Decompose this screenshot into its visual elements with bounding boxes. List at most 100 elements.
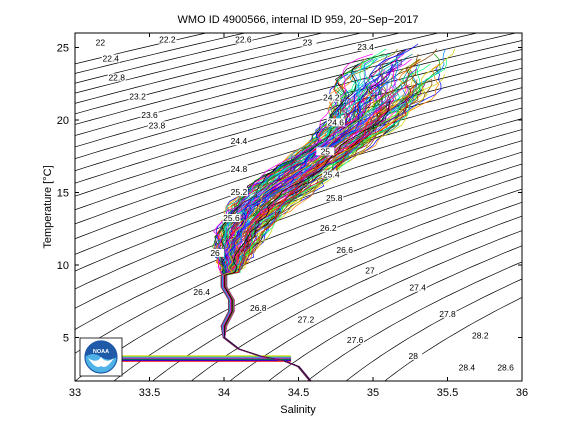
density-label: 25 bbox=[321, 146, 331, 156]
y-tick-label: 25 bbox=[57, 43, 69, 55]
density-contour bbox=[75, 33, 402, 115]
density-label: 27.8 bbox=[439, 309, 456, 319]
density-contour bbox=[75, 163, 522, 354]
density-label: 26.8 bbox=[250, 303, 267, 313]
density-label-bg bbox=[229, 187, 248, 196]
x-tick-label: 35.5 bbox=[437, 387, 458, 399]
density-label-bg bbox=[249, 303, 268, 312]
density-label-bg bbox=[408, 283, 427, 292]
density-label: 27.6 bbox=[347, 335, 364, 345]
density-contour bbox=[75, 58, 522, 184]
density-label: 26.2 bbox=[320, 223, 337, 233]
density-label: 23 bbox=[303, 38, 313, 48]
density-contour bbox=[190, 215, 522, 381]
density-contour bbox=[75, 33, 324, 94]
density-label-bg bbox=[140, 111, 159, 120]
y-tick-label: 15 bbox=[57, 188, 69, 200]
density-label-bg bbox=[101, 54, 120, 63]
density-label-bg bbox=[438, 309, 457, 318]
density-label: 26.6 bbox=[336, 245, 353, 255]
density-label-bg bbox=[192, 288, 211, 296]
density-label-bg bbox=[222, 214, 241, 223]
density-contour bbox=[113, 188, 522, 381]
density-label: 26.4 bbox=[193, 287, 210, 297]
density-label-bg bbox=[316, 147, 335, 156]
density-label-bg bbox=[457, 363, 476, 372]
density-label: 24.6 bbox=[327, 117, 344, 127]
density-label-bg bbox=[356, 42, 375, 51]
x-tick-label: 33.5 bbox=[139, 387, 160, 399]
density-contour bbox=[75, 140, 522, 309]
x-tick-label: 34 bbox=[218, 387, 230, 399]
density-label: 22.6 bbox=[235, 35, 252, 45]
density-label: 27 bbox=[365, 265, 375, 275]
density-contour bbox=[306, 261, 522, 381]
logo-text: NOAA bbox=[93, 349, 109, 355]
density-label-bg bbox=[361, 266, 380, 275]
profile-line bbox=[223, 84, 417, 381]
x-tick-label: 33 bbox=[69, 387, 81, 399]
density-labels: 22 22.2 22.4 22.6 22.8 23 23.2 23.4 23.623.8 24.2… bbox=[91, 35, 515, 372]
y-tick-label: 20 bbox=[57, 115, 69, 127]
density-label: 23.2 bbox=[129, 91, 146, 101]
density-label: 24.4 bbox=[231, 136, 248, 146]
density-label: 25.2 bbox=[231, 187, 248, 197]
density-label-bg bbox=[335, 245, 354, 254]
profile-line bbox=[224, 79, 432, 381]
y-tick-label: 5 bbox=[63, 333, 69, 345]
density-label-bg bbox=[147, 121, 166, 130]
density-label: 22.4 bbox=[102, 54, 119, 64]
density-label: 25.4 bbox=[323, 170, 340, 180]
density-label-bg bbox=[496, 363, 515, 372]
density-label-bg bbox=[128, 92, 147, 101]
density-contour bbox=[75, 67, 522, 197]
density-contour bbox=[152, 201, 522, 381]
logo-gull bbox=[88, 357, 114, 367]
density-label-bg bbox=[206, 248, 225, 257]
profile-line bbox=[224, 84, 410, 381]
density-label-bg bbox=[158, 35, 177, 44]
density-label-bg bbox=[107, 73, 126, 82]
x-axis: 33 33.5 34 34.5 35 35.5 36 bbox=[69, 33, 528, 399]
density-label: 23.6 bbox=[141, 110, 158, 120]
x-tick-label: 36 bbox=[516, 387, 528, 399]
density-contour bbox=[229, 230, 522, 381]
density-contour bbox=[75, 107, 522, 255]
density-label: 28.2 bbox=[472, 331, 489, 341]
y-axis: 5 10 15 20 25 bbox=[57, 43, 522, 345]
density-label: 23.4 bbox=[357, 42, 374, 52]
density-label-bg bbox=[298, 38, 317, 47]
density-label: 22.8 bbox=[108, 72, 125, 82]
density-label: 28.4 bbox=[459, 362, 476, 372]
density-label-bg bbox=[234, 35, 253, 44]
density-label: 22.2 bbox=[159, 35, 176, 45]
density-contour bbox=[75, 97, 522, 240]
density-contour bbox=[345, 278, 522, 381]
density-label-bg bbox=[296, 315, 315, 324]
density-label: 24.8 bbox=[231, 164, 248, 174]
density-contour bbox=[75, 87, 522, 225]
density-label-bg bbox=[229, 164, 248, 173]
density-contour bbox=[75, 33, 518, 148]
density-label-bg bbox=[325, 193, 344, 202]
density-label: 23.8 bbox=[149, 120, 166, 130]
x-tick-label: 35 bbox=[367, 387, 379, 399]
density-label-bg bbox=[322, 93, 341, 102]
x-axis-label: Salinity bbox=[280, 404, 316, 416]
density-label: 26 bbox=[210, 248, 220, 258]
density-contour bbox=[75, 33, 479, 136]
profile-line bbox=[223, 99, 391, 381]
density-contour bbox=[75, 175, 522, 381]
density-label-bg bbox=[326, 118, 345, 127]
density-label-bg bbox=[91, 38, 110, 47]
density-label: 28.6 bbox=[497, 362, 514, 372]
density-label: 22 bbox=[96, 38, 106, 48]
density-label: 25.6 bbox=[223, 213, 240, 223]
density-contour bbox=[75, 77, 522, 211]
density-label-bg bbox=[471, 331, 490, 340]
y-tick-label: 10 bbox=[57, 260, 69, 272]
density-label: 27.4 bbox=[409, 283, 426, 293]
density-contour bbox=[75, 33, 440, 125]
density-label: 24.2 bbox=[323, 93, 340, 103]
